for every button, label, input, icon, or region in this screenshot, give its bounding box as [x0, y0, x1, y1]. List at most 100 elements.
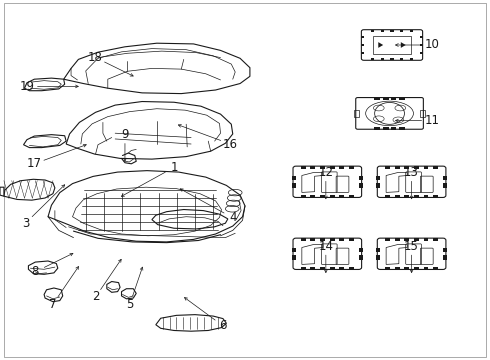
Bar: [419, 52, 423, 54]
Bar: [330, 166, 335, 168]
Bar: [404, 238, 409, 241]
Bar: [391, 127, 396, 130]
Bar: [376, 255, 380, 260]
Bar: [292, 183, 296, 188]
Bar: [395, 195, 400, 197]
Bar: [423, 195, 428, 197]
Bar: [404, 267, 409, 269]
Bar: [301, 195, 306, 197]
Bar: [359, 255, 363, 260]
Text: 16: 16: [223, 138, 238, 150]
Polygon shape: [378, 42, 383, 48]
Bar: [339, 195, 344, 197]
Bar: [414, 267, 419, 269]
Text: 9: 9: [121, 129, 129, 141]
Bar: [320, 166, 325, 168]
Bar: [383, 97, 389, 100]
Bar: [330, 238, 335, 241]
FancyBboxPatch shape: [356, 98, 423, 129]
Bar: [423, 238, 428, 241]
Text: 1: 1: [170, 161, 178, 174]
Bar: [385, 195, 390, 197]
Bar: [371, 58, 374, 60]
Bar: [373, 36, 412, 54]
Bar: [391, 97, 396, 100]
FancyBboxPatch shape: [293, 166, 362, 197]
FancyBboxPatch shape: [362, 30, 422, 60]
Bar: [354, 110, 359, 117]
Polygon shape: [156, 315, 226, 331]
Bar: [404, 195, 409, 197]
Text: 5: 5: [126, 298, 134, 311]
Bar: [414, 166, 419, 168]
Bar: [359, 248, 363, 252]
Bar: [423, 267, 428, 269]
Bar: [361, 52, 365, 54]
Bar: [414, 238, 419, 241]
Bar: [301, 238, 306, 241]
Polygon shape: [66, 102, 233, 159]
Text: 8: 8: [31, 265, 39, 278]
Bar: [443, 248, 447, 252]
Bar: [371, 30, 374, 32]
Bar: [400, 30, 403, 32]
Bar: [339, 267, 344, 269]
Bar: [311, 267, 316, 269]
Bar: [399, 97, 405, 100]
Bar: [374, 127, 380, 130]
Text: 2: 2: [92, 291, 99, 303]
Bar: [433, 238, 438, 241]
Bar: [292, 255, 296, 260]
Bar: [391, 30, 394, 32]
Bar: [419, 36, 423, 38]
Bar: [404, 166, 409, 168]
Bar: [433, 267, 438, 269]
Polygon shape: [24, 135, 66, 148]
Bar: [391, 58, 394, 60]
Bar: [330, 267, 335, 269]
Bar: [383, 127, 389, 130]
Polygon shape: [64, 43, 250, 94]
Text: 7: 7: [49, 298, 57, 311]
Text: 14: 14: [318, 240, 333, 253]
Bar: [410, 30, 413, 32]
Bar: [400, 58, 403, 60]
Polygon shape: [107, 282, 120, 292]
Text: 12: 12: [318, 166, 333, 179]
Bar: [381, 58, 384, 60]
Bar: [311, 195, 316, 197]
Bar: [320, 267, 325, 269]
Bar: [349, 238, 354, 241]
Polygon shape: [122, 289, 136, 299]
Text: 6: 6: [219, 319, 227, 332]
Bar: [395, 267, 400, 269]
Bar: [330, 195, 335, 197]
Bar: [443, 176, 447, 180]
Bar: [374, 97, 380, 100]
Text: 11: 11: [425, 114, 440, 127]
Text: 19: 19: [20, 80, 34, 93]
Polygon shape: [4, 179, 55, 200]
Text: 17: 17: [27, 157, 42, 170]
Text: 15: 15: [404, 240, 419, 253]
Polygon shape: [401, 42, 406, 48]
Text: 10: 10: [425, 39, 440, 51]
Bar: [419, 44, 423, 46]
Bar: [395, 166, 400, 168]
Bar: [420, 110, 425, 117]
Bar: [433, 166, 438, 168]
Bar: [376, 176, 380, 180]
Polygon shape: [48, 171, 245, 242]
Bar: [359, 176, 363, 180]
Bar: [381, 30, 384, 32]
Bar: [376, 183, 380, 188]
Bar: [301, 267, 306, 269]
Polygon shape: [0, 187, 4, 196]
Bar: [395, 238, 400, 241]
Bar: [385, 267, 390, 269]
Bar: [320, 238, 325, 241]
Bar: [349, 195, 354, 197]
Text: 18: 18: [88, 51, 103, 64]
Polygon shape: [24, 78, 65, 91]
Bar: [414, 195, 419, 197]
